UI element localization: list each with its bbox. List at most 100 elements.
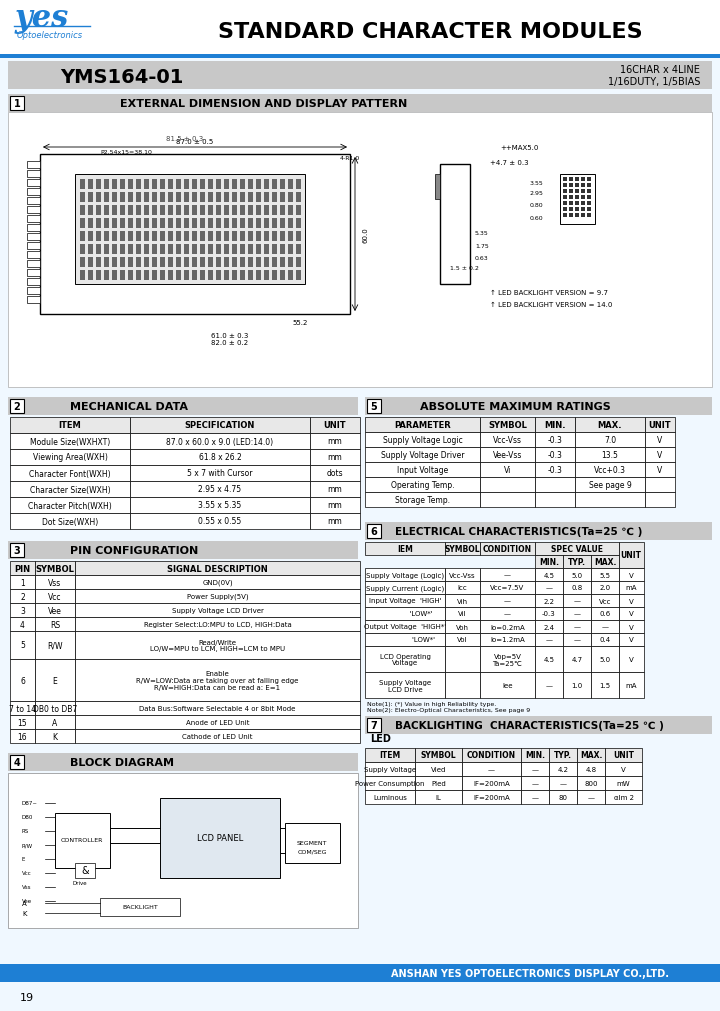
Bar	[120, 245, 125, 255]
Text: 4.2: 4.2	[557, 766, 569, 772]
Bar	[591, 568, 619, 581]
Text: Dot Size(WXH): Dot Size(WXH)	[42, 517, 98, 526]
Text: Supply Voltage: Supply Voltage	[364, 766, 416, 772]
Bar	[232, 245, 237, 255]
Bar	[10, 575, 35, 589]
Bar	[27, 171, 40, 178]
Text: ANSHAN YES OPTOELECTRONICS DISPLAY CO.,LTD.: ANSHAN YES OPTOELECTRONICS DISPLAY CO.,L…	[391, 969, 669, 978]
Bar	[563, 190, 567, 194]
Bar	[577, 748, 605, 762]
Bar	[535, 608, 563, 621]
Bar	[280, 271, 285, 281]
Bar	[591, 646, 619, 672]
Text: EXTERNAL DIMENSION AND DISPLAY PATTERN: EXTERNAL DIMENSION AND DISPLAY PATTERN	[120, 99, 408, 109]
Bar	[8, 542, 358, 559]
Bar	[248, 271, 253, 281]
Bar	[365, 762, 415, 776]
Bar	[256, 271, 261, 281]
Text: Icc: Icc	[458, 585, 467, 590]
Bar	[80, 258, 85, 268]
Bar	[575, 477, 645, 492]
Bar	[27, 270, 40, 277]
Text: Vee-Vss: Vee-Vss	[492, 451, 522, 460]
Bar	[367, 718, 381, 732]
Bar	[144, 271, 149, 281]
Text: E: E	[53, 675, 58, 684]
Text: TYP.: TYP.	[554, 751, 572, 759]
Bar	[168, 232, 173, 242]
Text: UNIT: UNIT	[324, 422, 346, 430]
Text: &: &	[81, 865, 89, 876]
Bar	[535, 581, 563, 594]
Bar	[521, 762, 549, 776]
Bar	[248, 232, 253, 242]
Bar	[216, 206, 221, 215]
Text: mA: mA	[626, 682, 637, 688]
Bar	[365, 791, 415, 804]
Bar	[200, 180, 205, 190]
Bar	[130, 514, 310, 530]
Bar	[310, 497, 360, 514]
Text: V: V	[629, 624, 634, 630]
Bar	[224, 245, 229, 255]
Bar	[563, 213, 567, 217]
Text: IF=200mA: IF=200mA	[473, 780, 510, 787]
Bar	[35, 561, 75, 575]
Text: RS: RS	[22, 829, 30, 834]
Bar	[240, 245, 245, 255]
Bar	[605, 776, 642, 791]
Text: —: —	[546, 585, 552, 590]
Bar	[0, 964, 720, 982]
Bar	[104, 232, 109, 242]
Bar	[75, 716, 360, 729]
Bar	[35, 702, 75, 716]
Bar	[152, 206, 157, 215]
Bar	[272, 180, 277, 190]
Bar	[200, 193, 205, 203]
Bar	[575, 184, 579, 188]
Bar	[232, 258, 237, 268]
Bar	[224, 258, 229, 268]
Bar	[27, 198, 40, 205]
Text: 4-R1.0: 4-R1.0	[340, 156, 360, 161]
Bar	[619, 646, 644, 672]
Bar	[160, 218, 165, 228]
Bar	[176, 180, 181, 190]
Bar	[75, 702, 360, 716]
Text: 5 x 7 with Cursor: 5 x 7 with Cursor	[187, 469, 253, 478]
Bar	[310, 418, 360, 434]
Bar	[560, 175, 595, 224]
Text: 1.75: 1.75	[475, 244, 489, 249]
Bar	[248, 193, 253, 203]
Bar	[27, 207, 40, 213]
Bar	[645, 433, 675, 448]
Bar	[144, 245, 149, 255]
Text: 7: 7	[371, 720, 377, 730]
Text: —: —	[531, 795, 539, 801]
Bar	[577, 791, 605, 804]
Bar	[591, 581, 619, 594]
Bar	[208, 218, 213, 228]
Bar	[569, 208, 573, 211]
Text: dots: dots	[327, 469, 343, 478]
Bar	[100, 898, 180, 916]
Text: MAX.: MAX.	[594, 557, 616, 566]
Bar	[112, 258, 117, 268]
Bar	[120, 258, 125, 268]
Text: Output Voltage  'HIGH*': Output Voltage 'HIGH*'	[364, 624, 446, 630]
Bar	[10, 604, 35, 618]
Text: GND(0V): GND(0V)	[202, 579, 233, 585]
Bar	[535, 477, 575, 492]
Bar	[27, 162, 40, 169]
Bar	[480, 433, 535, 448]
Bar	[35, 604, 75, 618]
Bar	[208, 193, 213, 203]
Bar	[256, 218, 261, 228]
Bar	[168, 180, 173, 190]
Bar	[216, 193, 221, 203]
Bar	[296, 232, 301, 242]
Bar	[462, 776, 521, 791]
Bar	[288, 193, 293, 203]
Bar	[480, 633, 535, 646]
Text: 0.8: 0.8	[572, 585, 582, 590]
